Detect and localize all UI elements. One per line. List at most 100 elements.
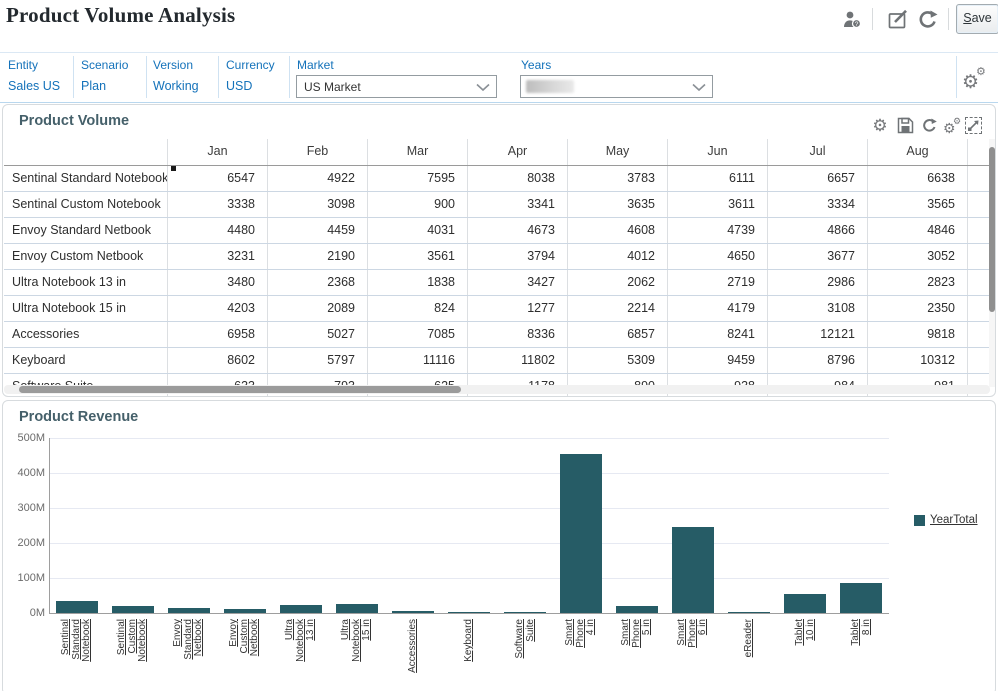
data-cell[interactable]: 4012	[568, 244, 668, 269]
scrollbar-thumb[interactable]	[19, 386, 461, 393]
save-grid-icon[interactable]	[897, 117, 915, 135]
column-header[interactable]: Apr	[468, 139, 568, 165]
bar[interactable]	[336, 604, 378, 613]
data-cell[interactable]: 4203	[168, 296, 268, 321]
row-label[interactable]: Envoy Standard Netbook	[4, 218, 168, 243]
pov-settings-icon[interactable]: ⚙ ⚙	[962, 67, 992, 97]
row-label[interactable]: Accessories	[4, 322, 168, 347]
column-header[interactable]: Aug	[868, 139, 968, 165]
x-axis-label[interactable]: Tablet 8 in	[849, 619, 872, 646]
x-axis-label[interactable]: Smart Phone 5 in	[620, 619, 653, 648]
data-cell[interactable]: 9459	[668, 348, 768, 373]
data-cell[interactable]: 3783	[568, 166, 668, 191]
data-cell[interactable]: 6547	[168, 166, 268, 191]
data-cell[interactable]: 6657	[768, 166, 868, 191]
data-cell[interactable]: 3231	[168, 244, 268, 269]
x-axis-label[interactable]: eReader	[742, 619, 754, 658]
column-header[interactable]: May	[568, 139, 668, 165]
row-label[interactable]: Ultra Notebook 15 in	[4, 296, 168, 321]
data-cell[interactable]: 8241	[668, 322, 768, 347]
x-axis-label[interactable]: Smart Phone 4 in	[564, 619, 597, 648]
bar[interactable]	[224, 609, 266, 613]
data-cell[interactable]: 8336	[468, 322, 568, 347]
bar[interactable]	[504, 612, 546, 613]
x-axis-label[interactable]: Ultra Notebook 13 in	[284, 619, 317, 662]
data-cell[interactable]: 8796	[768, 348, 868, 373]
data-cell[interactable]: 2719	[668, 270, 768, 295]
pov-scenario-value[interactable]: Plan	[81, 79, 107, 93]
data-cell[interactable]: 6638	[868, 166, 968, 191]
save-button[interactable]: Save	[956, 4, 998, 34]
bar[interactable]	[392, 611, 434, 613]
data-cell[interactable]: 6111	[668, 166, 768, 191]
data-cell[interactable]: 3334	[768, 192, 868, 217]
data-cell[interactable]: 3677	[768, 244, 868, 269]
column-header[interactable]: Mar	[368, 139, 468, 165]
row-label[interactable]: Sentinal Standard Notebook	[4, 166, 168, 191]
data-cell[interactable]: 7595	[368, 166, 468, 191]
row-label[interactable]: Envoy Custom Netbook	[4, 244, 168, 269]
data-cell[interactable]: 3098	[268, 192, 368, 217]
data-cell[interactable]: 2190	[268, 244, 368, 269]
x-axis-label[interactable]: Sentinal Standard Notebook	[60, 619, 93, 662]
data-cell[interactable]: 900	[368, 192, 468, 217]
data-cell[interactable]: 3480	[168, 270, 268, 295]
bar[interactable]	[784, 594, 826, 613]
data-cell[interactable]: 9818	[868, 322, 968, 347]
bar[interactable]	[280, 605, 322, 613]
pov-version-value[interactable]: Working	[153, 79, 199, 93]
data-cell[interactable]: 4846	[868, 218, 968, 243]
legend-label[interactable]: YearTotal	[930, 514, 978, 526]
data-cell[interactable]: 4459	[268, 218, 368, 243]
scrollbar-thumb[interactable]	[989, 147, 995, 312]
x-axis-label[interactable]: Accessories	[406, 619, 418, 673]
bar[interactable]	[168, 608, 210, 613]
data-cell[interactable]: 4739	[668, 218, 768, 243]
data-cell[interactable]: 3565	[868, 192, 968, 217]
settings-icon[interactable]: ⚙	[872, 116, 888, 135]
data-cell[interactable]: 4650	[668, 244, 768, 269]
data-cell[interactable]: 11116	[368, 348, 468, 373]
x-axis-label[interactable]: Software Suite	[513, 619, 536, 659]
data-cell[interactable]: 8038	[468, 166, 568, 191]
column-header[interactable]: Jul	[768, 139, 868, 165]
data-cell[interactable]: 10312	[868, 348, 968, 373]
years-select[interactable]	[520, 75, 713, 98]
bar[interactable]	[840, 583, 882, 613]
data-cell[interactable]: 11802	[468, 348, 568, 373]
data-cell[interactable]: 6857	[568, 322, 668, 347]
data-cell[interactable]: 3635	[568, 192, 668, 217]
maximize-icon[interactable]	[965, 117, 982, 134]
data-cell[interactable]: 4922	[268, 166, 368, 191]
data-cell[interactable]: 4179	[668, 296, 768, 321]
data-cell[interactable]: 3338	[168, 192, 268, 217]
bar[interactable]	[616, 606, 658, 613]
data-cell[interactable]: 4608	[568, 218, 668, 243]
data-cell[interactable]: 2368	[268, 270, 368, 295]
refresh-grid-icon[interactable]	[921, 117, 939, 135]
data-cell[interactable]: 2089	[268, 296, 368, 321]
data-cell[interactable]: 6958	[168, 322, 268, 347]
column-header[interactable]: Jun	[668, 139, 768, 165]
data-cell[interactable]: 2350	[868, 296, 968, 321]
data-cell[interactable]: 824	[368, 296, 468, 321]
data-cell[interactable]: 2986	[768, 270, 868, 295]
bar[interactable]	[112, 606, 154, 613]
x-axis-label[interactable]: Ultra Notebook 15 in	[340, 619, 373, 662]
horizontal-scrollbar[interactable]	[4, 385, 990, 394]
data-cell[interactable]: 5797	[268, 348, 368, 373]
data-cell[interactable]: 4031	[368, 218, 468, 243]
x-axis-label[interactable]: Sentinal Custom Notebook	[116, 619, 149, 662]
x-axis-label[interactable]: Envoy Custom Netbook	[228, 619, 261, 657]
user-assistance-icon[interactable]: ?	[840, 8, 864, 32]
data-cell[interactable]: 1277	[468, 296, 568, 321]
data-cell[interactable]: 2062	[568, 270, 668, 295]
x-axis-label[interactable]: Envoy Standard Netbook	[172, 619, 205, 660]
x-axis-label[interactable]: Tablet 10 in	[793, 619, 816, 646]
bar[interactable]	[448, 612, 490, 613]
row-label[interactable]: Sentinal Custom Notebook	[4, 192, 168, 217]
market-select[interactable]: US Market	[296, 75, 497, 98]
bar[interactable]	[672, 527, 714, 613]
data-cell[interactable]: 4480	[168, 218, 268, 243]
bar[interactable]	[56, 601, 98, 613]
